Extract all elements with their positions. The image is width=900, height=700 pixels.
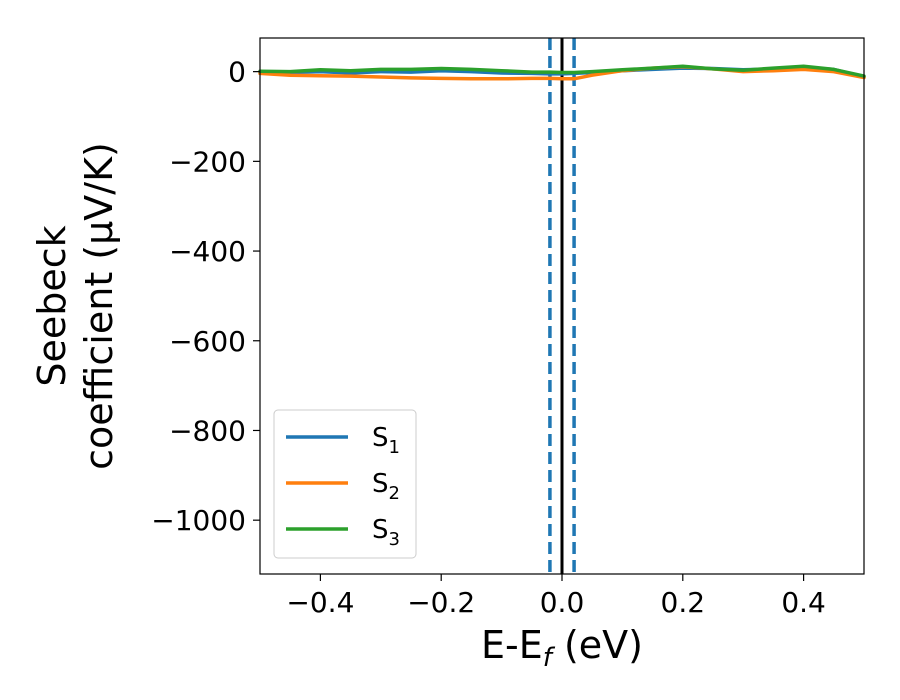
x-tick-label: 0.0 [540, 586, 585, 619]
y-tick-label: −200 [169, 145, 246, 178]
legend-label-1: S1 [372, 423, 400, 458]
x-tick-label: 0.2 [661, 586, 706, 619]
legend-label-2: S2 [372, 469, 400, 504]
legend-items: S1 S2 S3 [286, 423, 400, 550]
series-lines [258, 64, 866, 81]
x-axis-label-main: E-E [481, 623, 543, 667]
y-axis-label: Seebeck coefficient (μV/K) [30, 142, 121, 470]
legend: S1 S2 S3 [273, 409, 417, 559]
x-axis-ticks: −0.4 −0.2 0.0 0.2 0.4 [286, 574, 826, 619]
y-tick-label: −800 [169, 414, 246, 447]
x-tick-label: 0.4 [781, 586, 826, 619]
vertical-reference-lines [548, 38, 576, 574]
y-axis-label-line2: coefficient (μV/K) [77, 142, 121, 470]
y-axis-label-line1: Seebeck [30, 225, 74, 386]
x-tick-label: −0.2 [407, 586, 475, 619]
series-line-3 [258, 64, 866, 78]
y-axis-ticks: 0 −200 −400 −600 −800 −1000 [151, 56, 260, 537]
y-tick-label: −600 [169, 325, 246, 358]
y-tick-label: −400 [169, 235, 246, 268]
x-axis-label-tail: (eV) [552, 623, 643, 667]
y-tick-label: 0 [228, 56, 246, 89]
legend-label-3: S3 [372, 515, 400, 550]
x-tick-label: −0.4 [286, 586, 354, 619]
x-axis-label: E-Ef (eV) [481, 623, 643, 673]
y-tick-label: −1000 [151, 504, 246, 537]
